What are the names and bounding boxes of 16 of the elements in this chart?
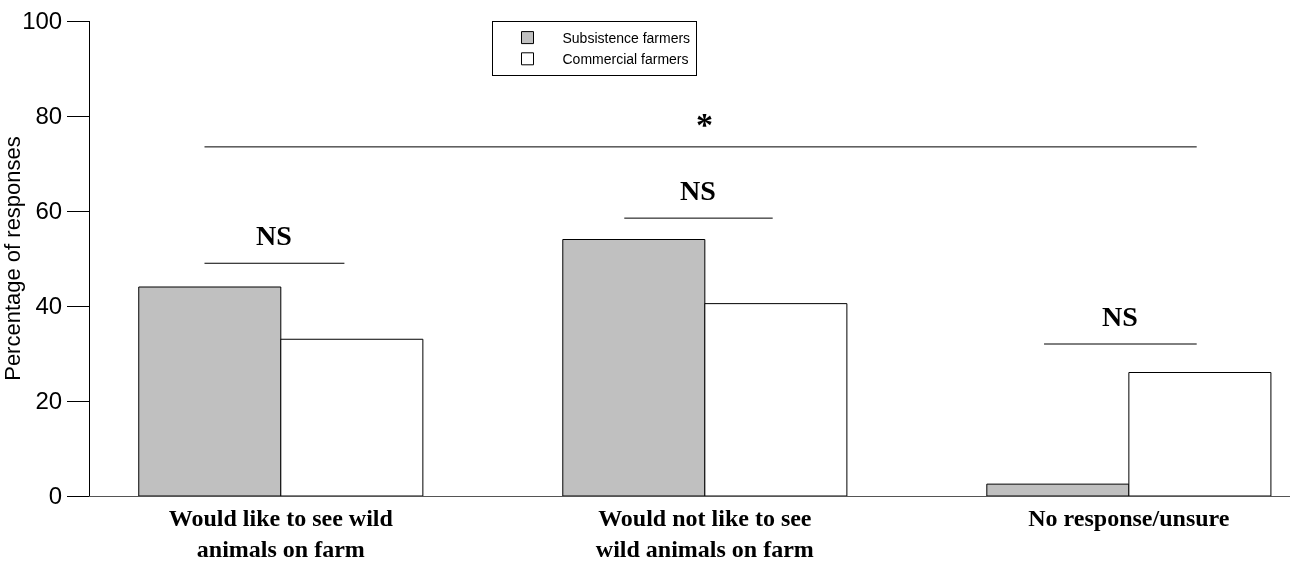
- x-tick-label: Would like to see wild animals on farm: [168, 504, 394, 562]
- y-tick-label: 40: [35, 292, 63, 320]
- y-tick-label: 60: [35, 197, 63, 225]
- ref-line-label: NS: [680, 175, 716, 206]
- y-axis-title: Percentage of responses: [0, 136, 25, 381]
- legend-label: Subsistence farmers: [562, 30, 691, 47]
- y-tick-label: 100: [22, 7, 63, 35]
- legend-label: Commercial farmers: [562, 51, 689, 68]
- ref-line-label: NS: [1102, 301, 1138, 332]
- y-tick-label: 0: [48, 482, 63, 510]
- x-tick-label: Would not like to see wild animals on farm: [595, 504, 814, 562]
- y-tick-label: 80: [35, 102, 63, 130]
- x-tick-label: No response/unsure: [1028, 504, 1230, 531]
- y-tick-label: 20: [35, 387, 63, 415]
- ref-line-label: *: [696, 106, 713, 143]
- ref-line-label: NS: [256, 220, 292, 251]
